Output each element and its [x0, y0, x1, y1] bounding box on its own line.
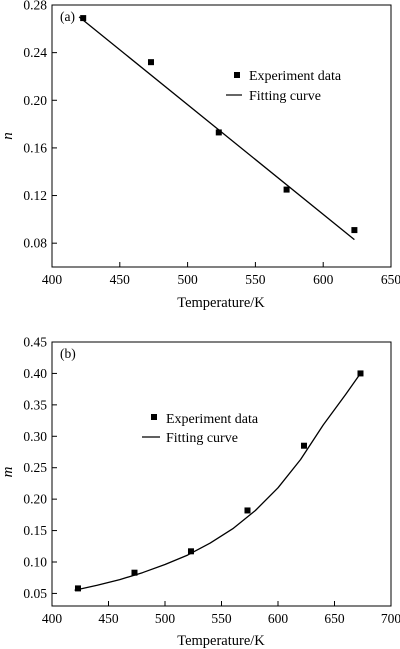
y-tick-label: 0.20: [23, 93, 47, 108]
y-tick-label: 0.10: [23, 555, 47, 570]
legend-label-experiment-b: Experiment data: [166, 412, 259, 427]
y-ticks-b: 0.05 0.10 0.15 0.20 0.25 0.30 0.35 0.40 0.45: [23, 335, 57, 601]
legend-a: Experiment data Fitting curve: [226, 69, 342, 104]
fitting-curve-line: [74, 373, 362, 591]
x-tick-label: 650: [324, 611, 345, 626]
y-tick-label: 0.35: [23, 397, 47, 412]
chart-panel-a: 0.08 0.12 0.16 0.20 0.24 0.28 400 450 500 550 600…: [0, 0, 400, 311]
x-tick-label: 400: [42, 611, 63, 626]
legend-label-fit-b: Fitting curve: [166, 431, 238, 446]
y-tick-label: 0.30: [23, 429, 47, 444]
y-axis-title-b: m: [0, 466, 16, 477]
legend-marker-experiment-a: [234, 72, 240, 78]
y-tick-label: 0.24: [23, 45, 47, 60]
y-tick-label: 0.20: [23, 492, 47, 507]
experiment-data-point: [300, 442, 307, 449]
experiment-data-point: [147, 59, 154, 66]
x-tick-label: 650: [381, 272, 400, 287]
fitting-curve-line: [78, 16, 355, 241]
experiment-data-point: [215, 129, 222, 136]
legend-label-fit-a: Fitting curve: [249, 89, 321, 104]
x-tick-label: 550: [211, 611, 232, 626]
x-tick-label: 600: [313, 272, 334, 287]
y-tick-label: 0.08: [23, 236, 47, 251]
experiment-data-point: [187, 548, 194, 555]
experiment-data-point: [74, 585, 81, 592]
y-tick-label: 0.05: [23, 586, 47, 601]
x-ticks-b: 400 450 500 550 600 650 700: [42, 601, 400, 626]
x-tick-label: 400: [42, 272, 63, 287]
y-tick-label: 0.40: [23, 366, 47, 381]
y-tick-label: 0.25: [23, 460, 47, 475]
legend-marker-experiment-b: [151, 414, 157, 420]
x-axis-title-a: Temperature/K: [177, 295, 265, 311]
chart-panel-b: 0.05 0.10 0.15 0.20 0.25 0.30 0.35 0.40 0.45 400…: [0, 335, 400, 649]
panel-label-b: (b): [60, 346, 76, 361]
x-ticks-a: 400 450 500 550 600 650: [42, 262, 400, 287]
y-tick-label: 0.28: [23, 0, 47, 13]
experiment-data-point: [131, 569, 138, 576]
legend-label-experiment-a: Experiment data: [249, 69, 342, 84]
x-tick-label: 550: [245, 272, 266, 287]
x-tick-label: 500: [155, 611, 176, 626]
y-axis-title-a: n: [0, 132, 16, 140]
plot-frame-b: [51, 341, 392, 607]
x-axis-title-b: Temperature/K: [177, 633, 265, 649]
experiment-data-point: [80, 15, 87, 22]
x-tick-label: 600: [268, 611, 289, 626]
y-tick-label: 0.15: [23, 523, 47, 538]
y-tick-label: 0.16: [23, 140, 47, 155]
x-tick-label: 700: [381, 611, 400, 626]
x-tick-label: 450: [98, 611, 119, 626]
series-b: [74, 370, 364, 592]
series-a: [78, 15, 358, 241]
plot-frame-a: [51, 4, 392, 268]
x-tick-label: 500: [177, 272, 198, 287]
y-tick-label: 0.45: [23, 335, 47, 350]
experiment-data-point: [244, 507, 251, 514]
experiment-data-point: [351, 227, 358, 234]
legend-b: Experiment data Fitting curve: [142, 412, 259, 446]
experiment-data-point: [283, 186, 290, 193]
y-ticks-a: 0.08 0.12 0.16 0.20 0.24 0.28: [23, 0, 57, 251]
y-tick-label: 0.12: [23, 188, 47, 203]
panel-label-a: (a): [60, 9, 75, 24]
x-tick-label: 450: [110, 272, 131, 287]
